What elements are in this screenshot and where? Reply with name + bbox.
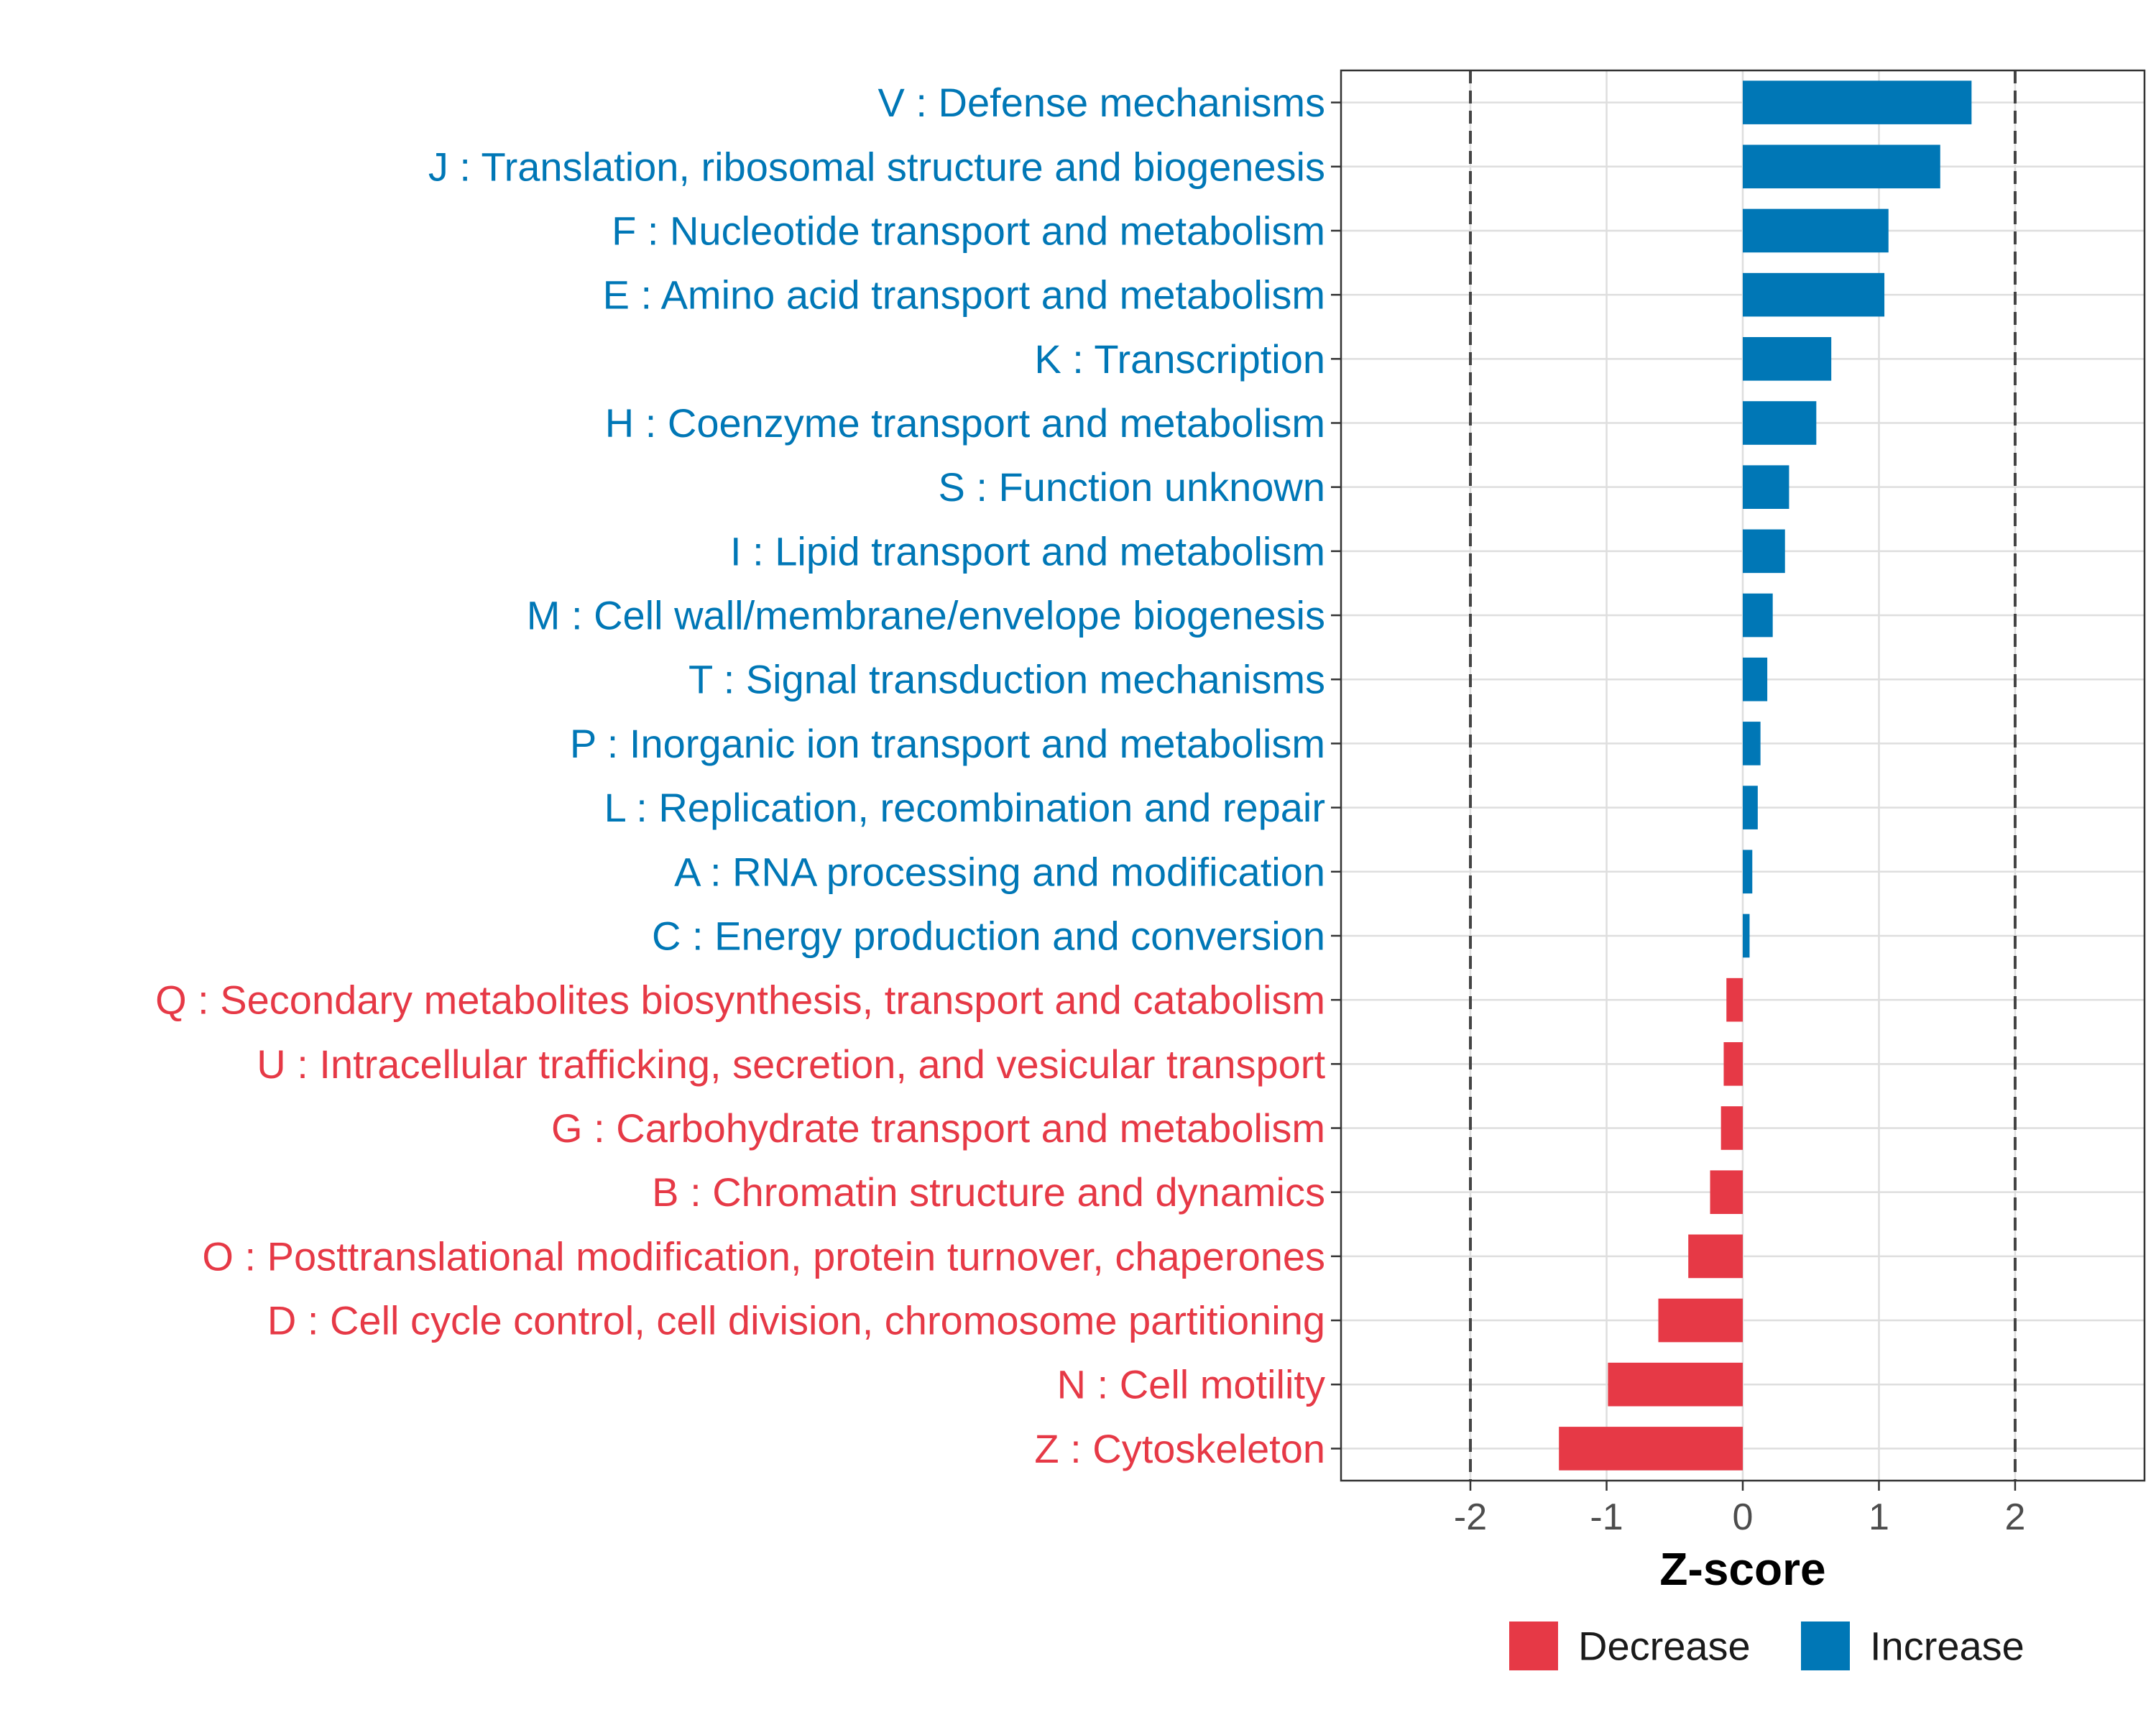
bar-4: [1743, 336, 1832, 381]
bar-5: [1743, 401, 1817, 445]
category-label-1: J : Translation, ribosomal structure and…: [428, 144, 1325, 189]
legend: Decrease Increase: [1509, 1622, 2024, 1670]
bar-9: [1743, 657, 1768, 702]
category-label-9: T : Signal transduction mechanisms: [688, 657, 1325, 702]
category-label-13: C : Energy production and conversion: [652, 913, 1325, 958]
bar-15: [1723, 1041, 1743, 1086]
bars: [1559, 80, 1972, 1471]
bar-17: [1710, 1170, 1743, 1215]
bar-6: [1743, 465, 1789, 510]
category-label-19: D : Cell cycle control, cell division, c…: [267, 1298, 1325, 1343]
reference-lines: [1469, 70, 2017, 1481]
category-label-4: K : Transcription: [1034, 336, 1325, 382]
bar-11: [1743, 786, 1758, 829]
x-axis-ticks: -2 -1 0 1 2: [1454, 1481, 2026, 1538]
bar-20: [1608, 1362, 1743, 1407]
x-tick-label-3: 1: [1869, 1496, 1889, 1538]
category-label-8: M : Cell wall/membrane/envelope biogenes…: [527, 593, 1325, 638]
bar-18: [1688, 1234, 1743, 1279]
legend-swatch-increase: [1801, 1622, 1850, 1670]
bar-19: [1658, 1298, 1743, 1343]
category-label-21: Z : Cytoskeleton: [1034, 1426, 1325, 1471]
category-label-7: I : Lipid transport and metabolism: [730, 528, 1325, 574]
bar-10: [1743, 722, 1761, 765]
legend-label-increase: Increase: [1870, 1624, 2024, 1669]
category-label-12: A : RNA processing and modification: [674, 849, 1325, 894]
category-label-2: F : Nucleotide transport and metabolism: [612, 208, 1325, 253]
category-label-18: O : Posttranslational modification, prot…: [202, 1233, 1325, 1279]
category-label-0: V : Defense mechanisms: [878, 80, 1325, 125]
y-axis-ticks: [1331, 101, 1341, 1450]
x-tick-label-1: -1: [1590, 1496, 1623, 1538]
category-label-17: B : Chromatin structure and dynamics: [652, 1169, 1325, 1215]
category-label-3: E : Amino acid transport and metabolism: [603, 272, 1325, 318]
category-label-14: Q : Secondary metabolites biosynthesis, …: [155, 978, 1325, 1023]
category-label-20: N : Cell motility: [1057, 1362, 1325, 1407]
legend-label-decrease: Decrease: [1578, 1624, 1751, 1669]
bar-2: [1743, 208, 1889, 253]
category-label-5: H : Coenzyme transport and metabolism: [605, 400, 1325, 446]
category-label-11: L : Replication, recombination and repai…: [604, 785, 1325, 830]
bar-16: [1720, 1106, 1743, 1150]
category-label-15: U : Intracellular trafficking, secretion…: [257, 1041, 1325, 1087]
bar-1: [1743, 144, 1940, 189]
x-tick-label-4: 2: [2005, 1496, 2026, 1538]
x-axis-title: Z-score: [1659, 1543, 1825, 1595]
y-axis-category-labels: V : Defense mechanisms J : Translation, r…: [155, 80, 1325, 1471]
bar-0: [1743, 80, 1972, 124]
legend-swatch-decrease: [1509, 1622, 1558, 1670]
bar-3: [1743, 272, 1885, 317]
bar-12: [1743, 850, 1753, 894]
bar-21: [1559, 1427, 1743, 1471]
bar-7: [1743, 529, 1785, 574]
x-tick-label-2: 0: [1733, 1496, 1754, 1538]
category-label-16: G : Carbohydrate transport and metabolis…: [551, 1105, 1325, 1151]
category-label-10: P : Inorganic ion transport and metaboli…: [570, 721, 1325, 766]
bar-13: [1743, 914, 1750, 958]
x-tick-label-0: -2: [1454, 1496, 1487, 1538]
bar-8: [1743, 593, 1773, 638]
bar-14: [1726, 978, 1743, 1022]
category-label-6: S : Function unknown: [938, 464, 1325, 510]
